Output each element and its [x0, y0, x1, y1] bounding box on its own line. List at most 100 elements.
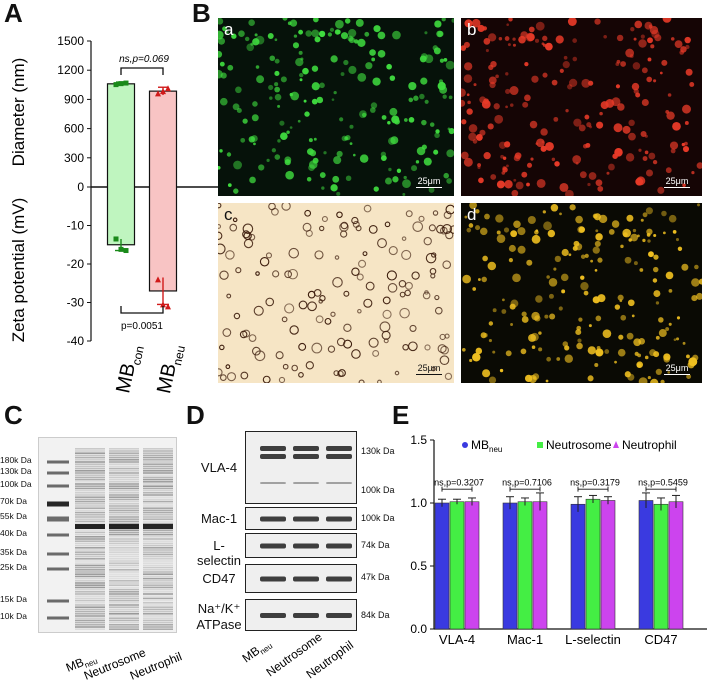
gel-lane-band	[109, 586, 139, 589]
gel-lane-band	[109, 478, 139, 481]
micro-particle	[489, 81, 496, 89]
blot-mw-label: 100k Da	[361, 513, 395, 523]
gel-lane-band	[75, 485, 105, 487]
micro-particle	[411, 165, 418, 172]
gel-marker-band	[47, 484, 69, 488]
micro-particle	[403, 175, 407, 180]
gel-lane-band	[143, 456, 173, 459]
gel-strong-band	[75, 524, 105, 529]
micro-particle	[680, 46, 687, 53]
gel-lane-band	[143, 558, 173, 560]
micro-particle	[472, 139, 478, 144]
gel-lane-band	[143, 494, 173, 496]
gel-lane-band	[109, 511, 139, 514]
gel-lane-band	[75, 474, 105, 476]
micro-particle	[430, 273, 436, 279]
chart-a-tick-label: -40	[67, 334, 85, 348]
micro-particle	[256, 75, 265, 84]
chart-a-bars	[106, 67, 178, 314]
micro-particle	[448, 95, 453, 100]
gel-lane-band	[109, 551, 139, 553]
micro-particle	[567, 84, 573, 90]
micro-particle	[592, 213, 598, 219]
micro-particle	[638, 39, 647, 48]
micro-particle	[461, 151, 469, 160]
micro-particle	[311, 82, 320, 91]
micro-particle	[654, 34, 662, 42]
chart-a-tick-label: 900	[64, 92, 84, 106]
micro-particle	[398, 279, 407, 288]
micro-particle	[268, 203, 276, 211]
gel-lane-band	[75, 520, 105, 523]
micro-particle	[515, 181, 524, 190]
gel-lane-band	[143, 492, 173, 494]
micro-particle	[661, 59, 668, 66]
micro-particle	[464, 215, 468, 219]
micro-particle	[524, 61, 529, 67]
gel-lane-band	[143, 595, 173, 597]
micro-particle	[267, 33, 274, 39]
gel-lane-band	[109, 624, 139, 626]
micro-particle	[614, 304, 621, 310]
micro-particle	[281, 316, 288, 323]
micro-particle	[640, 34, 645, 39]
gel-lane-band	[143, 575, 173, 578]
micro-particle	[462, 274, 471, 284]
micro-particle	[413, 95, 419, 101]
gel-lane-band	[109, 536, 139, 538]
gel-lane-band	[109, 582, 139, 584]
micro-particle	[411, 271, 420, 280]
micro-particle	[543, 221, 552, 231]
gel-lane-band	[109, 606, 139, 608]
gel-lane-band	[75, 500, 105, 503]
micro-particle	[280, 76, 287, 83]
micro-particle	[641, 67, 648, 74]
gel-lane-band	[143, 518, 173, 520]
micro-particle	[443, 211, 452, 219]
micro-particle	[655, 368, 662, 376]
chart-a-annotation-top: ns,p=0.069	[119, 54, 169, 65]
micro-particle	[475, 347, 483, 355]
micro-particle	[652, 266, 659, 273]
micro-particle	[561, 248, 569, 257]
gel-lane-band	[143, 529, 173, 531]
micro-particle	[644, 355, 649, 360]
micro-particle	[278, 376, 286, 383]
micro-particle	[633, 261, 638, 266]
gel-marker-band	[47, 552, 69, 556]
micro-particle	[682, 145, 690, 153]
micro-particle	[697, 203, 700, 207]
micro-particle	[439, 85, 448, 94]
micro-particle	[265, 297, 275, 307]
micro-particle	[423, 236, 432, 246]
micro-particle	[510, 323, 514, 326]
micro-particle	[363, 298, 373, 308]
micro-particle	[330, 55, 338, 63]
micro-particle	[479, 129, 486, 136]
gel-lane-band	[109, 456, 139, 459]
micro-particle	[380, 151, 387, 157]
micro-particle	[226, 372, 237, 382]
gel-lane-band	[75, 615, 105, 617]
micro-particle	[428, 224, 436, 232]
micro-particle	[423, 157, 432, 166]
gel-lane-band	[75, 456, 105, 459]
gel-lane-band	[109, 522, 139, 525]
micro-particle	[443, 57, 448, 62]
micro-particle	[219, 149, 223, 153]
micro-particle	[362, 251, 368, 257]
micro-particle	[503, 227, 510, 233]
gel-lane-band	[75, 608, 105, 611]
micro-particle	[694, 264, 699, 270]
micro-particle	[218, 69, 223, 79]
micro-particle	[344, 136, 349, 141]
micro-particle	[620, 61, 626, 67]
micro-particle	[686, 354, 690, 359]
micro-particle	[577, 226, 585, 234]
micro-particle	[388, 137, 396, 145]
micro-particle	[381, 115, 387, 120]
micro-particle	[327, 345, 336, 353]
micro-particle	[483, 37, 491, 45]
micro-particle	[313, 137, 317, 141]
micro-particle	[280, 132, 288, 141]
